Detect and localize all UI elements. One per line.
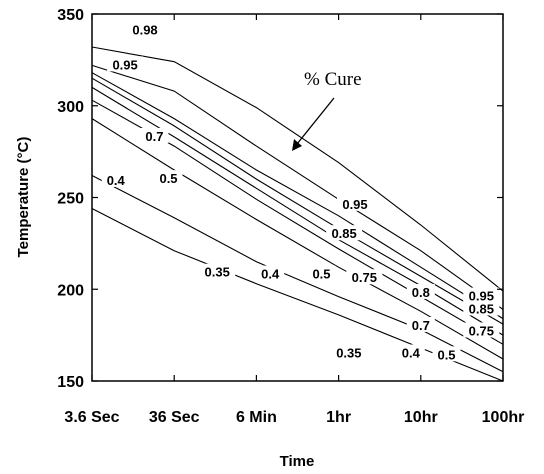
contour-label-bg — [406, 316, 435, 332]
contour-label-15: 0.7 — [412, 318, 430, 333]
x-axis: 3.6 Sec 36 Sec 6 Min 1hr 10hr 100hr — [64, 14, 524, 426]
contour-label-bg — [326, 225, 363, 241]
x-tick-label: 10hr — [404, 409, 438, 426]
contour-label-10: 0.95 — [342, 197, 367, 212]
annotation-arrow-head — [292, 139, 302, 151]
contour-label-2: 0.7 — [145, 129, 163, 144]
contour-label-8: 0.75 — [352, 270, 377, 285]
contour-label-bg — [154, 170, 183, 186]
contour-0-95-7 — [91, 64, 504, 310]
contour-label-bg — [463, 322, 500, 338]
y-tick-label: 250 — [57, 191, 84, 208]
percent-cure-annotation: % Cure — [304, 69, 362, 90]
contour-0-8-5 — [91, 77, 504, 325]
x-tick-label: 6 Min — [236, 409, 277, 426]
contour-0-5-2 — [91, 118, 504, 360]
contour-label-14: 0.75 — [469, 323, 494, 338]
contour-label-17: 0.4 — [402, 345, 421, 360]
x-axis-title: Time — [280, 453, 315, 470]
y-tick-label: 350 — [57, 7, 84, 24]
contour-label-bg — [330, 344, 367, 360]
plot-frame — [91, 13, 504, 382]
x-tick-label: 36 Sec — [149, 409, 200, 426]
contour-label-bg — [199, 263, 236, 279]
contour-0-98-8 — [91, 46, 504, 292]
contour-label-6: 0.4 — [261, 267, 280, 282]
contour-0-75-4 — [91, 86, 504, 336]
contour-label-bg — [107, 56, 144, 72]
x-tick-label: 100hr — [482, 409, 525, 426]
contour-label-bg — [396, 344, 425, 360]
contour-label-5: 0.35 — [205, 265, 230, 280]
contour-label-18: 0.35 — [336, 345, 361, 360]
contour-label-12: 0.95 — [469, 289, 494, 304]
annotation-arrow-line — [296, 97, 335, 145]
contour-label-bg — [337, 195, 374, 211]
contour-lines — [91, 46, 504, 382]
y-axis: 150 200 250 300 350 — [57, 7, 503, 391]
y-axis-title: Temperature (°C) — [15, 137, 32, 258]
x-tick-label: 3.6 Sec — [64, 409, 119, 426]
contour-0-85-6 — [91, 72, 504, 320]
y-tick-label: 300 — [57, 99, 84, 116]
contour-label-bg — [406, 283, 435, 299]
contour-label-bg — [307, 265, 336, 281]
contour-label-bg — [127, 21, 164, 37]
contour-label-3: 0.5 — [159, 171, 177, 186]
y-tick-label: 150 — [57, 374, 84, 391]
contour-label-11: 0.85 — [331, 226, 356, 241]
contour-label-bg — [432, 346, 461, 362]
y-tick-label: 200 — [57, 282, 84, 299]
contour-label-bg — [256, 265, 285, 281]
x-tick-label: 1hr — [326, 409, 351, 426]
contour-labels: 0.980.950.70.50.40.35 0.4 0.5 0.750.80.950.… — [101, 21, 500, 362]
contour-label-bg — [463, 287, 500, 303]
contour-label-4: 0.4 — [107, 173, 126, 188]
contour-label-1: 0.95 — [112, 57, 137, 72]
contour-label-bg — [463, 300, 500, 316]
contour-label-7: 0.5 — [312, 267, 330, 282]
contour-label-9: 0.8 — [412, 285, 430, 300]
contour-label-16: 0.5 — [437, 347, 455, 362]
contour-label-bg — [140, 127, 169, 143]
contour-label-13: 0.85 — [469, 301, 494, 316]
contour-label-0: 0.98 — [132, 23, 157, 38]
contour-0-4-1 — [91, 175, 504, 373]
contour-label-bg — [101, 171, 130, 187]
contour-label-bg — [346, 269, 383, 285]
